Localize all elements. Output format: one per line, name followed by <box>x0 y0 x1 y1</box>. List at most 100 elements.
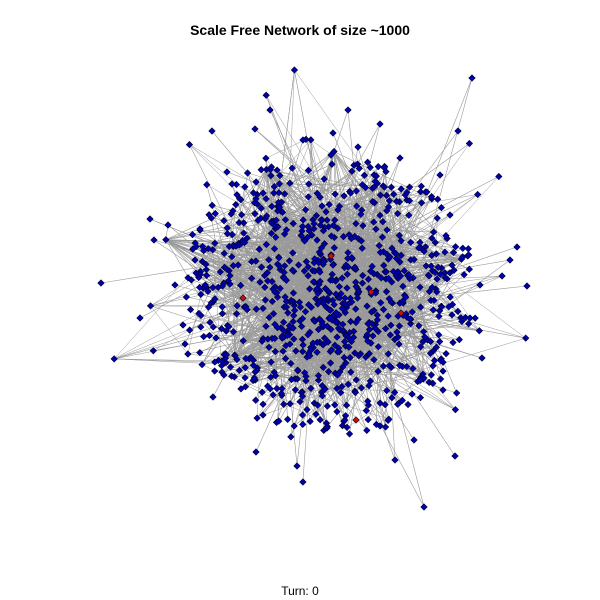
network-node <box>267 229 276 237</box>
network-node <box>223 168 231 176</box>
network-node <box>340 353 348 362</box>
network-node <box>351 263 359 271</box>
network-node <box>294 261 303 269</box>
network-edge <box>351 251 384 342</box>
network-node <box>432 343 441 351</box>
turn-label: Turn: 0 <box>281 584 319 598</box>
network-node <box>266 385 274 393</box>
network-edge <box>233 246 322 249</box>
network-node <box>372 225 380 233</box>
network-node <box>218 309 227 318</box>
network-node <box>268 277 276 286</box>
network-node <box>197 323 205 331</box>
infected-node <box>327 252 335 260</box>
network-node <box>368 320 376 328</box>
network-edge <box>231 256 292 301</box>
network-edge <box>265 95 390 299</box>
network-node <box>397 185 405 193</box>
network-node <box>396 258 404 266</box>
network-node <box>446 211 454 219</box>
network-node <box>232 201 240 209</box>
network-edge <box>114 358 423 375</box>
network-node <box>353 202 361 210</box>
network-node <box>317 216 325 224</box>
network-node <box>419 370 427 378</box>
network-node <box>385 197 394 205</box>
network-node <box>354 235 363 243</box>
network-node <box>261 296 270 304</box>
network-node <box>366 163 374 172</box>
network-node <box>379 218 387 226</box>
network-edge <box>333 151 402 256</box>
network-node <box>344 106 352 114</box>
network-node <box>240 219 248 227</box>
network-node <box>339 327 348 335</box>
network-node <box>323 216 331 224</box>
network-node <box>347 337 356 346</box>
network-node <box>393 400 402 408</box>
network-node <box>343 284 351 292</box>
network-node <box>436 375 445 383</box>
network-node <box>275 180 283 188</box>
network-node <box>432 250 440 258</box>
network-node <box>415 322 423 330</box>
network-edge <box>446 275 503 280</box>
network-node <box>227 210 235 218</box>
network-node <box>261 283 269 291</box>
network-node <box>391 335 399 344</box>
network-node <box>271 372 280 380</box>
network-edge <box>446 278 526 339</box>
network-node <box>422 262 430 270</box>
network-edge <box>267 301 325 340</box>
network-node <box>264 335 272 343</box>
network-node <box>370 218 378 226</box>
network-node <box>346 189 355 197</box>
network-node <box>313 285 321 293</box>
network-edge <box>150 246 426 307</box>
network-node <box>302 206 310 214</box>
network-edge <box>399 235 421 308</box>
network-edge <box>355 171 387 270</box>
network-node <box>369 198 377 206</box>
network-node <box>405 197 414 205</box>
network-node <box>316 416 324 424</box>
network-node <box>332 318 340 326</box>
network-node <box>367 308 376 316</box>
network-node <box>290 422 298 430</box>
network-node <box>346 353 354 362</box>
network-node <box>330 301 338 309</box>
network-node <box>293 462 301 470</box>
network-node <box>423 188 431 196</box>
network-edge <box>290 312 337 437</box>
network-node <box>269 285 277 293</box>
network-node <box>465 251 473 259</box>
network-edge <box>304 270 376 294</box>
network-edge <box>272 338 298 371</box>
network-node <box>191 256 199 264</box>
network-node <box>449 338 457 347</box>
network-node <box>371 177 379 186</box>
network-node <box>378 233 387 241</box>
network-node <box>289 324 297 332</box>
network-node <box>252 195 260 203</box>
network-node <box>284 309 292 317</box>
network-node <box>445 303 453 311</box>
network-node <box>434 195 442 203</box>
network-node <box>305 227 313 235</box>
network-node <box>289 289 298 297</box>
network-node <box>329 129 337 137</box>
network-node <box>110 355 118 363</box>
network-node <box>377 274 385 282</box>
network-node <box>416 283 424 291</box>
network-node <box>195 309 203 318</box>
network-edge <box>297 369 327 424</box>
network-node <box>427 192 436 201</box>
network-node <box>274 223 282 231</box>
network-node <box>253 414 261 422</box>
network-node <box>275 189 283 197</box>
network-node <box>270 245 279 253</box>
network-node <box>258 337 266 345</box>
network-node <box>352 318 360 327</box>
network-edge <box>234 338 294 356</box>
network-node <box>354 143 362 151</box>
